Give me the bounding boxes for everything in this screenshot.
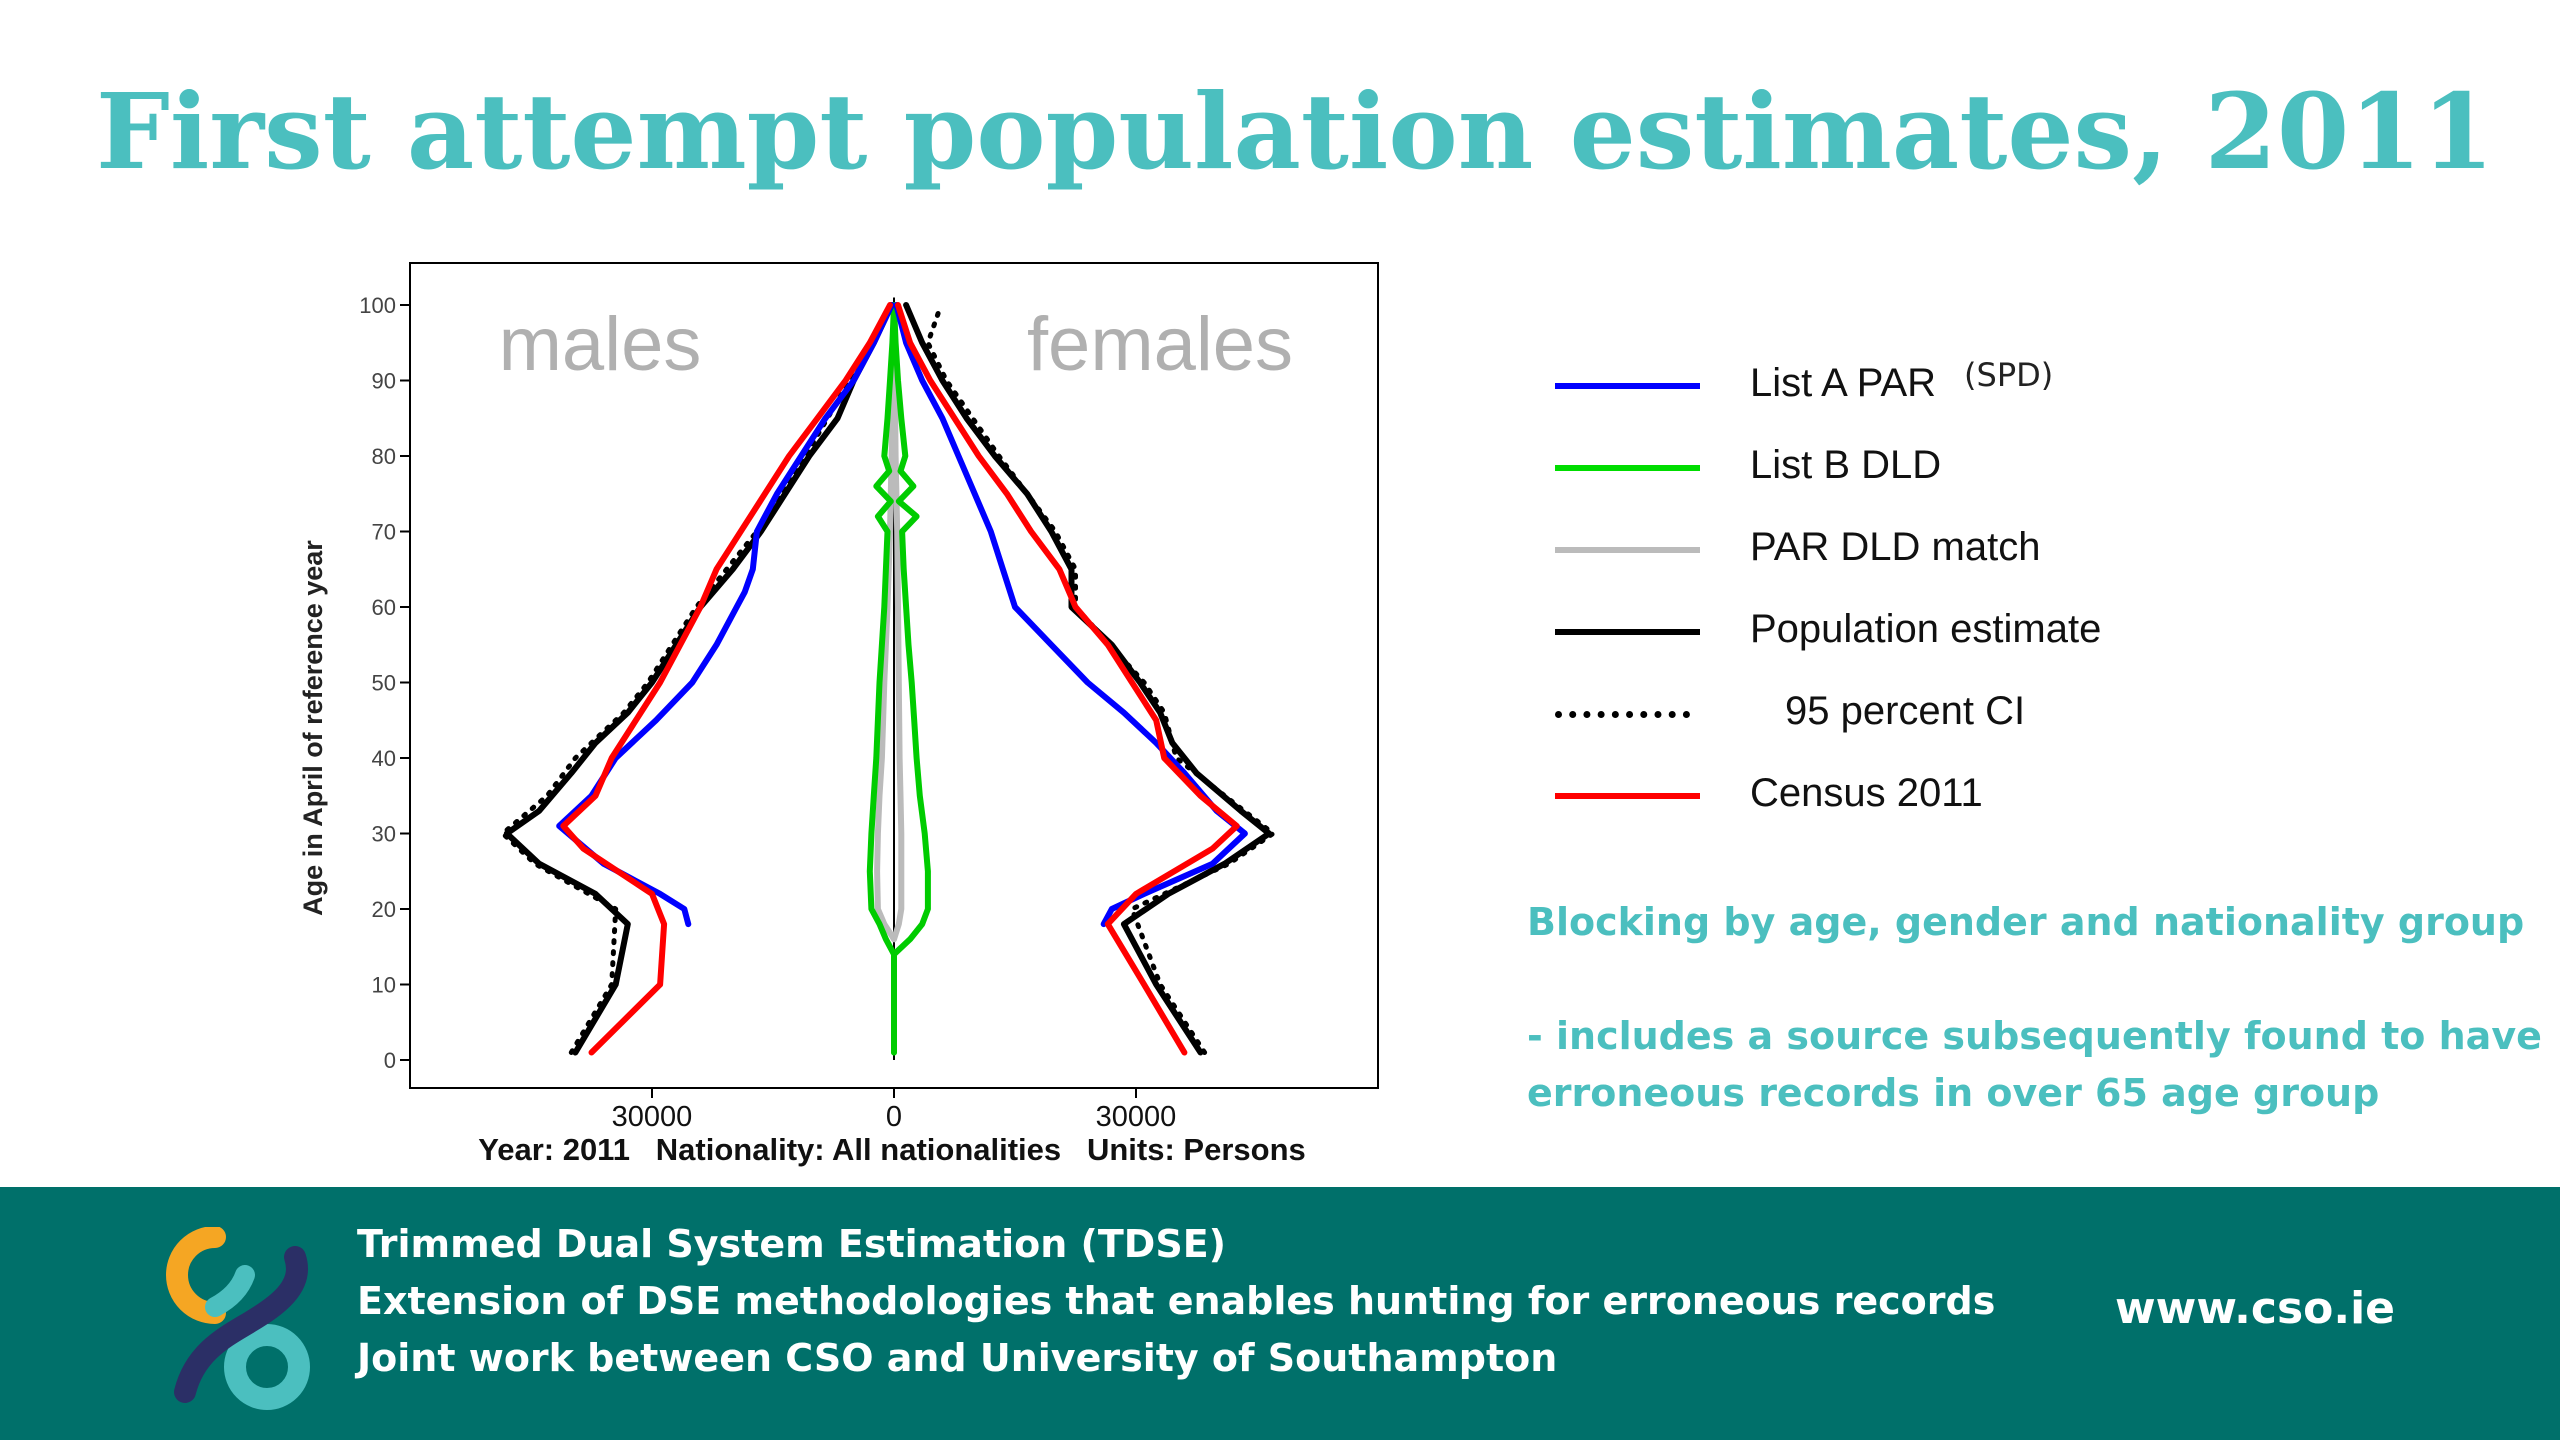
legend-item-0: List A PAR (SPD) <box>1555 355 2195 415</box>
series-estimate-male <box>503 302 895 1056</box>
series-estimate-female <box>903 302 1273 1056</box>
series-match-male <box>874 302 897 943</box>
legend-text-4: 95 percent CI <box>1785 689 2025 734</box>
legend-item-3: Population estimate <box>1555 601 2195 661</box>
x-tick-label-1: 0 <box>886 1101 902 1133</box>
series-census-female <box>895 302 1240 1056</box>
y-tick-label-50: 50 <box>372 671 396 696</box>
slide-title: First attempt population estimates, 2011 <box>96 70 2494 193</box>
series-census-male <box>560 302 893 1056</box>
females-label: females <box>1027 302 1293 387</box>
x-tick-label-2: 30000 <box>1096 1101 1177 1133</box>
y-tick-label-20: 20 <box>372 897 396 922</box>
legend-text-0: List A PAR (SPD) <box>1750 356 2053 406</box>
y-tick-label-60: 60 <box>372 595 396 620</box>
y-tick-label-40: 40 <box>372 746 396 771</box>
legend-label-0: List A PAR <box>1750 361 1937 405</box>
footer-line-joint-work: Joint work between CSO and University of… <box>357 1336 1558 1380</box>
legend-item-1: List B DLD <box>1555 437 2195 497</box>
legend-label-1: List B DLD <box>1750 443 1942 487</box>
legend-text-1: List B DLD <box>1750 443 1941 488</box>
legend-sup-0: (SPD) <box>1964 356 2054 394</box>
legend-label-3: Population estimate <box>1750 607 2102 651</box>
footer-bar: Trimmed Dual System Estimation (TDSE) Ex… <box>0 1187 2560 1440</box>
males-label: males <box>499 302 702 387</box>
footer-line-extension: Extension of DSE methodologies that enab… <box>357 1279 1996 1323</box>
legend-swatch-2 <box>1555 547 1700 553</box>
legend-item-2: PAR DLD match <box>1555 519 2195 579</box>
legend-swatch-4 <box>1555 711 1690 718</box>
y-tick-label-10: 10 <box>372 973 396 998</box>
legend-text-2: PAR DLD match <box>1750 525 2040 570</box>
legend-swatch-5 <box>1555 793 1700 799</box>
series-layer <box>500 297 1276 1060</box>
series-match-female <box>891 302 905 943</box>
legend-label-2: PAR DLD match <box>1750 525 2041 569</box>
legend-text-5: Census 2011 <box>1750 771 1983 816</box>
legend-item-4: 95 percent CI <box>1555 683 2195 743</box>
y-tick-label-90: 90 <box>372 369 396 394</box>
legend-swatch-1 <box>1555 465 1700 471</box>
y-tick-label-100: 100 <box>359 293 396 318</box>
chart-caption: Year: 2011 Nationality: All nationalitie… <box>478 1132 1306 1167</box>
chart-svg: males females 0 10 20 30 40 50 60 70 80 90 100 300… <box>300 262 1379 1167</box>
note-source: - includes a source subsequently found t… <box>1527 1014 2542 1058</box>
note-blocking: Blocking by age, gender and nationality … <box>1527 900 2525 944</box>
website-link[interactable]: www.cso.ie <box>2115 1283 2395 1334</box>
series-list_a-female <box>893 302 1248 928</box>
cso-logo-icon <box>166 1227 310 1410</box>
series-ci-female <box>925 310 1276 1055</box>
legend-swatch-0 <box>1555 383 1700 389</box>
x-axis: 30000 0 30000 <box>612 1088 1177 1133</box>
footer-line-tdse: Trimmed Dual System Estimation (TDSE) <box>357 1222 1227 1266</box>
population-pyramid-chart: males females 0 10 20 30 40 50 60 70 80 90 100 300… <box>300 250 1400 1180</box>
y-axis: 0 10 20 30 40 50 60 70 80 90 100 <box>359 293 410 1073</box>
y-tick-label-80: 80 <box>372 444 396 469</box>
series-list_b-female <box>891 302 931 1056</box>
legend-swatch-3 <box>1555 629 1700 635</box>
y-tick-label-30: 30 <box>372 822 396 847</box>
legend-text-3: Population estimate <box>1750 607 2101 652</box>
legend-label-5: Census 2011 <box>1750 771 1983 815</box>
y-axis-title: Age in April of reference year <box>300 540 328 916</box>
legend-label-4: 95 percent CI <box>1785 689 2026 733</box>
note-erroneous: erroneous records in over 65 age group <box>1527 1071 2380 1115</box>
series-list_b-male <box>866 302 897 1056</box>
legend-item-5: Census 2011 <box>1555 765 2195 825</box>
y-tick-label-0: 0 <box>384 1048 396 1073</box>
y-tick-label-70: 70 <box>372 520 396 545</box>
x-tick-label-0: 30000 <box>612 1101 693 1133</box>
